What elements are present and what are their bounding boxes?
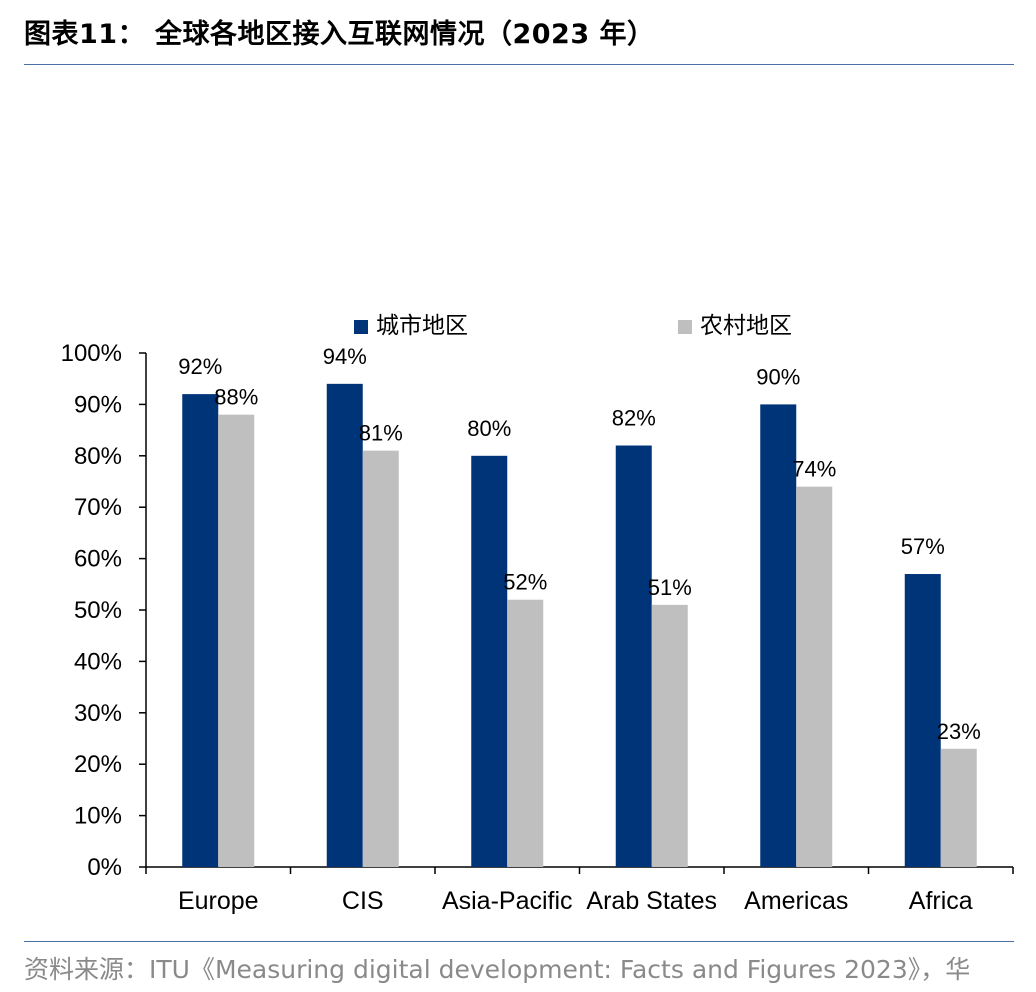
y-tick-label: 70%: [74, 494, 122, 521]
source-note: 资料来源：ITU《Measuring digital development: …: [24, 955, 971, 984]
bar-urban: [615, 445, 652, 867]
x-tick-label: Asia-Pacific: [442, 887, 573, 915]
legend-item-urban: 城市地区: [354, 306, 468, 340]
bar-urban: [471, 455, 508, 867]
bar-rural: [651, 604, 688, 867]
y-tick-label: 50%: [74, 597, 122, 624]
data-label-rural: 51%: [648, 575, 692, 600]
data-label-urban: 57%: [901, 534, 945, 559]
y-tick-label: 100%: [61, 340, 122, 367]
legend-label-urban: 城市地区: [376, 313, 468, 339]
bar-urban: [326, 383, 363, 867]
y-tick-label: 10%: [74, 803, 122, 830]
x-tick-label: Americas: [744, 887, 848, 915]
y-tick-label: 30%: [74, 700, 122, 727]
data-label-urban: 90%: [756, 364, 800, 389]
legend-label-rural: 农村地区: [700, 313, 792, 339]
source-divider: [24, 941, 1014, 942]
bar-rural: [218, 414, 255, 867]
bar-rural: [940, 748, 977, 867]
bar-rural: [796, 486, 833, 867]
bar-urban: [904, 574, 941, 867]
x-tick-label: Africa: [909, 887, 973, 915]
y-tick-label: 20%: [74, 751, 122, 778]
data-label-rural: 88%: [214, 385, 258, 410]
bar-rural: [362, 450, 399, 867]
y-tick-label: 0%: [87, 854, 122, 881]
bar-urban: [182, 394, 219, 867]
legend-item-rural: 农村地区: [678, 306, 792, 340]
data-label-urban: 82%: [612, 406, 656, 431]
bar-urban: [760, 404, 797, 867]
data-label-rural: 74%: [792, 457, 836, 482]
data-label-rural: 23%: [937, 719, 981, 744]
x-tick-label: Europe: [178, 887, 259, 915]
legend-swatch-rural: [678, 319, 692, 334]
y-tick-label: 80%: [74, 443, 122, 470]
legend-swatch-urban: [354, 319, 368, 334]
data-label-urban: 92%: [178, 354, 222, 379]
data-label-rural: 81%: [359, 421, 403, 446]
y-tick-label: 40%: [74, 648, 122, 675]
y-tick-label: 90%: [74, 391, 122, 418]
x-tick-label: CIS: [342, 887, 384, 915]
x-tick-label: Arab States: [586, 887, 717, 915]
data-label-urban: 80%: [467, 416, 511, 441]
chart-title: 图表11： 全球各地区接入互联网情况（2023 年）: [24, 19, 655, 50]
bar-rural: [507, 599, 544, 867]
data-label-urban: 94%: [323, 344, 367, 369]
data-label-rural: 52%: [503, 570, 547, 595]
y-tick-label: 60%: [74, 546, 122, 573]
title-divider: [24, 64, 1014, 65]
